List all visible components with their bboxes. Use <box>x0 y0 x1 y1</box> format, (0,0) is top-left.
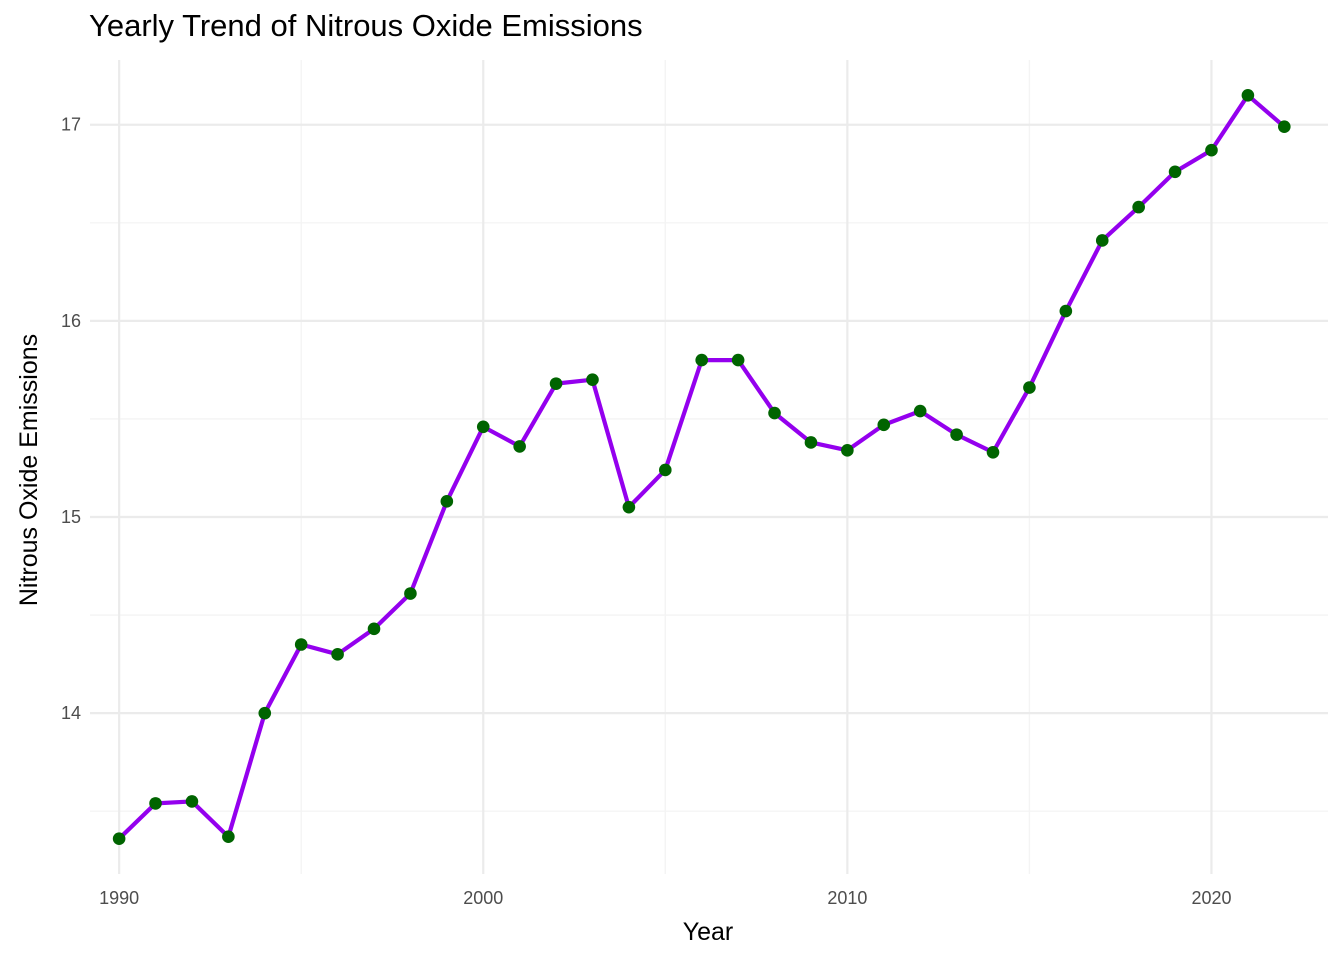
y-axis-title: Nitrous Oxide Emissions <box>15 334 43 606</box>
data-point <box>440 495 454 508</box>
data-point <box>1168 165 1182 179</box>
y-tick-label: 16 <box>61 311 81 331</box>
x-axis-title: Year <box>683 918 734 946</box>
y-tick-label: 14 <box>61 703 81 723</box>
tick-labels: 1990 2000 2010 2020 14 15 16 17 <box>61 115 1232 908</box>
data-point <box>513 440 526 453</box>
data-point <box>695 353 709 367</box>
chart-title: Yearly Trend of Nitrous Oxide Emissions <box>89 8 643 43</box>
data-point <box>331 648 344 661</box>
data-point <box>476 420 490 434</box>
data-point <box>1095 234 1109 247</box>
data-point <box>804 436 818 449</box>
series-layer <box>112 89 1291 845</box>
data-point <box>731 353 745 367</box>
data-point <box>1205 143 1218 157</box>
data-point <box>986 445 1000 459</box>
data-point <box>1023 381 1036 394</box>
grid <box>90 60 1328 874</box>
x-tick-label: 2020 <box>1191 888 1231 908</box>
y-tick-label: 15 <box>61 507 81 527</box>
data-point <box>294 638 308 651</box>
data-point <box>1059 304 1073 318</box>
data-point <box>659 463 672 477</box>
data-point <box>404 587 417 600</box>
y-tick-label: 17 <box>61 115 81 135</box>
data-point <box>586 373 599 387</box>
data-point <box>549 377 563 390</box>
x-tick-label: 1990 <box>99 888 139 908</box>
data-point <box>1278 120 1291 133</box>
data-point <box>185 795 199 808</box>
data-point <box>222 830 235 844</box>
data-point <box>950 428 963 441</box>
series-line <box>117 93 1287 841</box>
data-point <box>367 622 381 636</box>
data-point <box>913 404 927 418</box>
data-point <box>112 832 126 845</box>
data-point <box>1132 200 1145 214</box>
data-point <box>149 797 162 810</box>
data-point <box>622 500 636 514</box>
data-point <box>768 406 781 420</box>
data-point <box>841 444 854 457</box>
x-tick-label: 2000 <box>463 888 503 908</box>
x-tick-label: 2010 <box>827 888 867 908</box>
data-point <box>258 706 272 720</box>
data-point <box>1241 89 1255 102</box>
data-point <box>877 418 891 432</box>
